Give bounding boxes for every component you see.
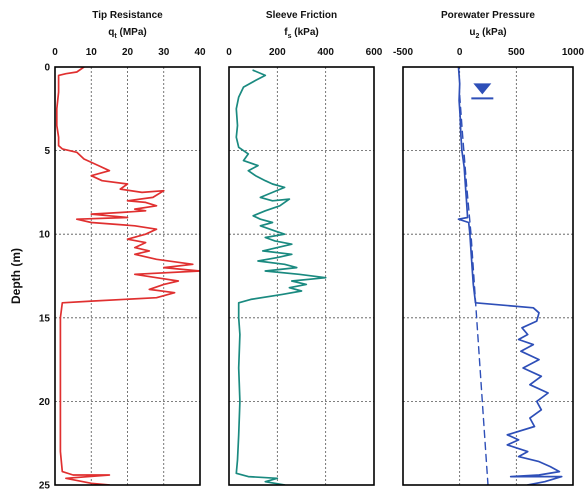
panel-3: Porewater Pressure u2 (kPa) -500 0 500 1000 — [393, 10, 585, 486]
panel-series-group — [55, 67, 200, 485]
x-tick-label: 600 — [366, 47, 383, 58]
panel-series-group — [457, 67, 563, 485]
series-line — [457, 67, 563, 485]
x-tick-label: 0 — [226, 47, 232, 58]
y-tick-label: 25 — [39, 481, 51, 489]
y-tick-label: 10 — [39, 230, 51, 241]
panel-title: Porewater Pressure — [441, 10, 535, 21]
panel-frame — [54, 66, 201, 486]
panel-subtitle-subscript: t — [114, 33, 117, 40]
panel-frame — [228, 66, 375, 486]
x-tick-label: 10 — [86, 47, 98, 58]
x-tick-label: -500 — [393, 47, 413, 58]
x-tick-label: 1000 — [562, 47, 585, 58]
x-tick-label: 30 — [158, 47, 170, 58]
y-tick-label: 15 — [39, 313, 51, 324]
panel-2: Sleeve Friction fs (kPa) 0 200 400 600 — [226, 10, 383, 486]
panel-subtitle: fs (kPa) — [284, 27, 318, 40]
panel-subtitle-unit: (kPa) — [292, 27, 319, 38]
panel-subtitle: qt (MPa) — [108, 27, 146, 40]
panel-subtitle-symbol: f — [284, 27, 288, 38]
x-tick-label: 400 — [317, 47, 334, 58]
y-tick-label: 20 — [39, 397, 51, 408]
y-axis-label: Depth (m) — [9, 248, 23, 304]
panel-subtitle-subscript: 2 — [475, 33, 479, 40]
x-tick-label: 500 — [508, 47, 525, 58]
panel-series-group — [235, 69, 327, 485]
panel-subtitle-symbol: u — [469, 27, 475, 38]
panel-subtitle-subscript: s — [288, 33, 292, 40]
series-line — [55, 67, 200, 485]
panel-subtitle-unit: (kPa) — [479, 27, 506, 38]
x-tick-label: 20 — [122, 47, 134, 58]
panel-title: Tip Resistance — [92, 10, 163, 21]
panel-subtitle: u2 (kPa) — [469, 27, 506, 40]
panel-frame — [402, 66, 574, 486]
y-tick-label: 0 — [44, 63, 50, 74]
x-tick-label: 0 — [457, 47, 463, 58]
panel-subtitle-symbol: q — [108, 27, 114, 38]
panel-1: Tip Resistance qt (MPa) 0 10 20 30 40 — [52, 10, 206, 486]
hydrostatic-line — [459, 94, 489, 485]
panel-title: Sleeve Friction — [266, 10, 337, 21]
panel-subtitle-unit: (MPa) — [117, 27, 147, 38]
water-table-icon — [473, 83, 492, 95]
series-line — [235, 69, 327, 485]
x-tick-label: 200 — [269, 47, 286, 58]
x-tick-label: 0 — [52, 47, 58, 58]
y-tick-label: 5 — [44, 146, 50, 157]
x-tick-label: 40 — [194, 47, 206, 58]
